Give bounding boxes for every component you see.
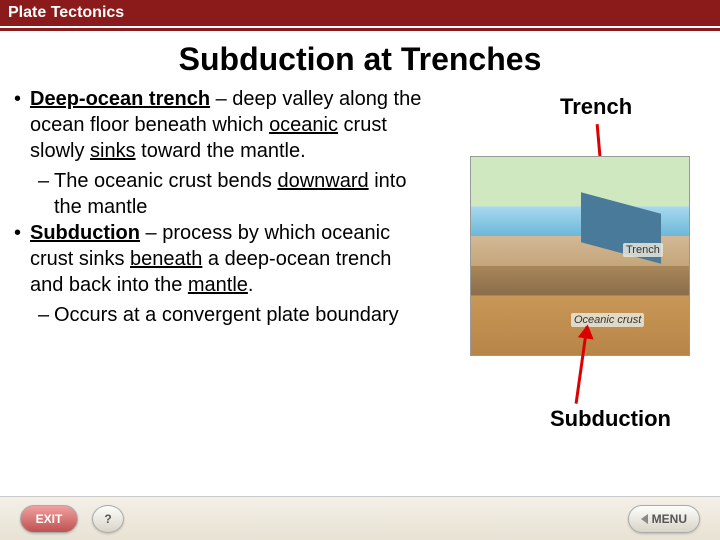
term-1: Deep-ocean trench	[30, 88, 210, 110]
b2s: Occurs at a convergent plate boundary	[54, 304, 399, 326]
diagram-label-trench: Trench	[623, 243, 663, 257]
b1-u3: sinks	[90, 140, 136, 162]
bullet-2: Subduction – process by which oceanic cr…	[10, 220, 430, 298]
b1-text-c: toward the mantle.	[136, 140, 306, 162]
content-row: Deep-ocean trench – deep valley along th…	[0, 86, 720, 328]
text-column: Deep-ocean trench – deep valley along th…	[10, 86, 430, 328]
page-title: Subduction at Trenches	[0, 41, 720, 78]
b1s-u: downward	[277, 170, 368, 192]
menu-arrow-icon	[641, 514, 648, 524]
bullet-1-sub: The oceanic crust bends downward into th…	[34, 168, 430, 220]
menu-button[interactable]: MENU	[628, 505, 700, 533]
header-rule	[0, 28, 720, 31]
exit-button[interactable]: EXIT	[20, 505, 78, 533]
footer-bar: EXIT ? MENU	[0, 496, 720, 540]
b2-text-c: .	[248, 274, 254, 296]
footer-left-group: EXIT ?	[20, 505, 124, 533]
bullet-2-sub: Occurs at a convergent plate boundary	[34, 302, 430, 328]
label-trench: Trench	[560, 94, 632, 120]
b1-u2: oceanic	[269, 114, 338, 136]
section-title: Plate Tectonics	[8, 4, 124, 21]
exit-label: EXIT	[36, 512, 63, 526]
b2-u2: beneath	[130, 248, 202, 270]
help-icon: ?	[104, 512, 111, 526]
help-button[interactable]: ?	[92, 505, 124, 533]
b2-u3: mantle	[188, 274, 248, 296]
bullet-1: Deep-ocean trench – deep valley along th…	[10, 86, 430, 164]
term-2: Subduction	[30, 222, 140, 244]
bullet-list: Deep-ocean trench – deep valley along th…	[10, 86, 430, 328]
section-header: Plate Tectonics	[0, 0, 720, 26]
menu-label: MENU	[652, 512, 687, 526]
b1s-pre: The oceanic crust bends	[54, 170, 277, 192]
label-subduction: Subduction	[550, 406, 671, 432]
figure-column: Trench Trench Oceanic crust Subduction	[430, 86, 710, 328]
